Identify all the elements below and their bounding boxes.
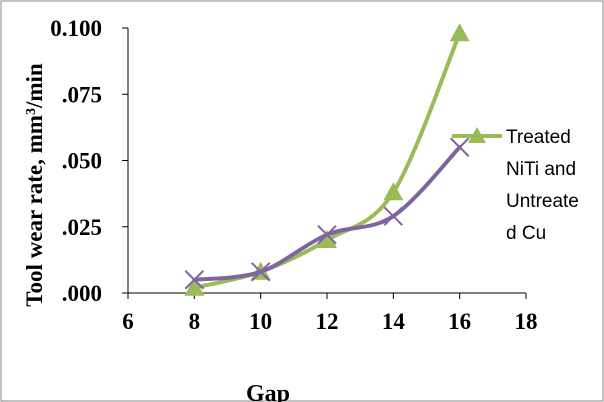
- x-tick-label: 16: [448, 309, 471, 334]
- x-axis-title: Gap: [246, 381, 290, 402]
- y-axis-title-unit-tail: /min: [22, 63, 47, 109]
- y-axis-title-unit-sup: 3: [24, 108, 39, 115]
- legend-swatch-marker: [468, 127, 486, 143]
- x-tick-label: 18: [515, 309, 538, 334]
- x-ticks: 6 8 10 12 14 16 18: [122, 293, 538, 334]
- y-tick-label: 0.100: [50, 16, 102, 41]
- y-axis-title: Tool wear rate, mm3/min: [22, 63, 47, 307]
- data-point-triangle: [449, 23, 470, 42]
- data-point-x: [250, 262, 271, 282]
- data-point-triangle: [383, 182, 404, 201]
- legend-text-line-2: NiTi and: [506, 159, 576, 180]
- legend-text-line-4: d Cu: [506, 223, 546, 244]
- y-tick-label: .000: [62, 281, 102, 306]
- y-axis-title-unit: mm: [22, 115, 47, 153]
- y-tick-label: .050: [62, 149, 102, 174]
- svg-text:Tool wear rate, mm3/min: Tool wear rate, mm3/min: [22, 63, 47, 307]
- y-axis-title-main: Tool wear rate,: [22, 153, 47, 306]
- legend-text-line-3: Untreate: [506, 191, 579, 212]
- legend: Treated NiTi and Untreate d Cu: [452, 127, 579, 244]
- x-tick-label: 10: [249, 309, 272, 334]
- data-point-triangle: [317, 230, 337, 248]
- series-layer: [184, 23, 470, 296]
- data-point-x: [383, 206, 404, 226]
- data-point-triangle: [184, 277, 205, 296]
- x-tick-label: 14: [382, 309, 406, 334]
- x-tick-label: 12: [316, 309, 339, 334]
- x-tick-label: 6: [122, 309, 134, 334]
- data-point-x: [184, 270, 205, 290]
- data-point-x: [449, 137, 470, 157]
- data-point-x: [317, 224, 337, 245]
- y-ticks: .000 .025 .050 .075 0.100: [50, 16, 128, 306]
- x-tick-label: 8: [189, 309, 201, 334]
- y-tick-label: .025: [62, 215, 102, 240]
- legend-text-line-1: Treated: [506, 127, 571, 148]
- y-tick-label: .075: [62, 82, 102, 107]
